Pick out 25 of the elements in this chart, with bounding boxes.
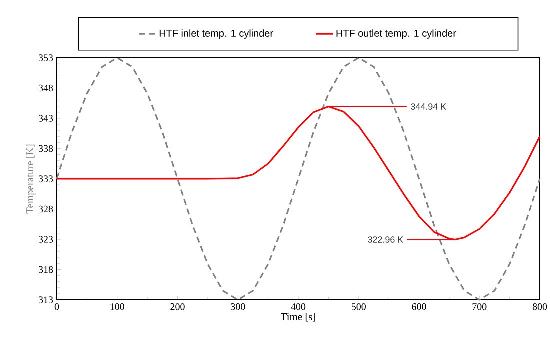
- x-tick-label: 400: [291, 304, 306, 310]
- y-axis-title: Temperature [K]: [26, 144, 36, 214]
- line-series: [56, 57, 541, 301]
- y-tick-label: 348: [39, 84, 54, 92]
- x-tick-label: 600: [412, 304, 426, 310]
- y-tick-label: 328: [39, 206, 54, 213]
- x-tick-label: 100: [110, 304, 124, 310]
- y-tick-label: 318: [39, 266, 54, 274]
- x-axis-title: Time [s]: [281, 313, 316, 322]
- x-tick-label: 500: [352, 304, 366, 310]
- y-tick-label: 353: [39, 54, 54, 62]
- legend-label: HTF outlet temp. 1 cylinder: [336, 30, 456, 39]
- y-tick-label: 323: [39, 236, 54, 243]
- x-tick-label: 700: [472, 304, 487, 310]
- x-tick-label: 800: [532, 304, 548, 310]
- x-tick-label: 200: [170, 304, 185, 310]
- x-tick-label: 0: [54, 304, 60, 310]
- x-tick-label: 300: [231, 304, 246, 310]
- y-tick-label: 338: [39, 145, 54, 152]
- y-tick-label: 313: [39, 296, 54, 304]
- annotation: 344.94 K: [411, 104, 446, 110]
- y-tick-label: 343: [39, 115, 54, 122]
- y-tick-label: 333: [39, 176, 54, 182]
- annotation: 322.96 K: [368, 236, 404, 243]
- legend-label: HTF inlet temp. 1 cylinder: [160, 30, 274, 39]
